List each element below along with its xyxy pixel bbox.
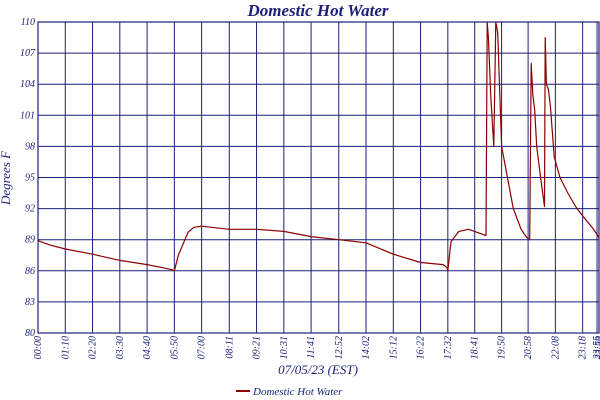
x-tick-label: 18:41 xyxy=(470,336,481,359)
x-tick-labels: 00:00 01:10 02:20 03:30 04:40 05:50 07:00 08:11… xyxy=(33,336,600,359)
y-tick-label: 104 xyxy=(20,79,35,90)
x-tick-label: 19:50 xyxy=(497,336,508,359)
series-line xyxy=(37,21,600,272)
x-axis-label: 07/05/23 (EST) xyxy=(278,362,358,377)
legend: Domestic Hot Water xyxy=(236,386,343,398)
y-tick-label: 110 xyxy=(21,17,35,28)
y-axis-label: Degrees F xyxy=(0,150,13,206)
x-tick-label: 22:08 xyxy=(550,336,561,359)
x-tick-label: 23:55 xyxy=(592,336,600,359)
x-tick-label: 08:11 xyxy=(224,336,235,359)
x-tick-label: 03:30 xyxy=(115,336,126,359)
y-tick-label: 101 xyxy=(20,110,35,121)
series-layer xyxy=(37,21,600,272)
x-tick-label: 23:59 xyxy=(594,336,600,359)
y-tick-labels: 80 83 86 89 92 95 98 101 104 107 110 xyxy=(20,17,36,339)
x-tick-label: 12:52 xyxy=(334,336,345,359)
x-tick-label: 05:50 xyxy=(169,336,180,359)
legend-label: Domestic Hot Water xyxy=(252,386,343,398)
x-tick-label: 14:02 xyxy=(361,336,372,359)
y-tick-label: 107 xyxy=(20,48,36,59)
y-tick-label: 92 xyxy=(25,204,35,215)
y-tick-label: 89 xyxy=(25,235,35,246)
chart-grid xyxy=(37,21,600,334)
x-tick-label: 01:10 xyxy=(60,336,71,359)
x-tick-label: 20:58 xyxy=(523,336,534,359)
x-tick-label: 00:00 xyxy=(33,336,44,359)
x-tick-label: 15:12 xyxy=(388,336,399,359)
x-tick-label: 04:40 xyxy=(142,336,153,359)
x-tick-label: 11:41 xyxy=(306,336,317,359)
y-tick-label: 98 xyxy=(25,141,35,152)
y-tick-label: 86 xyxy=(25,266,35,277)
x-tick-label: 16:22 xyxy=(416,336,427,359)
chart-title: Domestic Hot Water xyxy=(246,1,388,20)
x-tick-label: 09:21 xyxy=(252,336,263,359)
x-tick-label: 07:00 xyxy=(197,336,208,359)
chart-axes xyxy=(37,21,600,334)
y-tick-label: 83 xyxy=(25,297,35,308)
x-tick-label: 02:20 xyxy=(88,336,99,359)
x-tick-label: 17:32 xyxy=(443,336,454,359)
x-tick-label: 23:18 xyxy=(578,336,589,359)
y-tick-label: 80 xyxy=(25,328,35,339)
x-tick-label: 10:31 xyxy=(279,336,290,359)
y-tick-label: 95 xyxy=(25,173,35,184)
plot-frame xyxy=(37,21,600,334)
